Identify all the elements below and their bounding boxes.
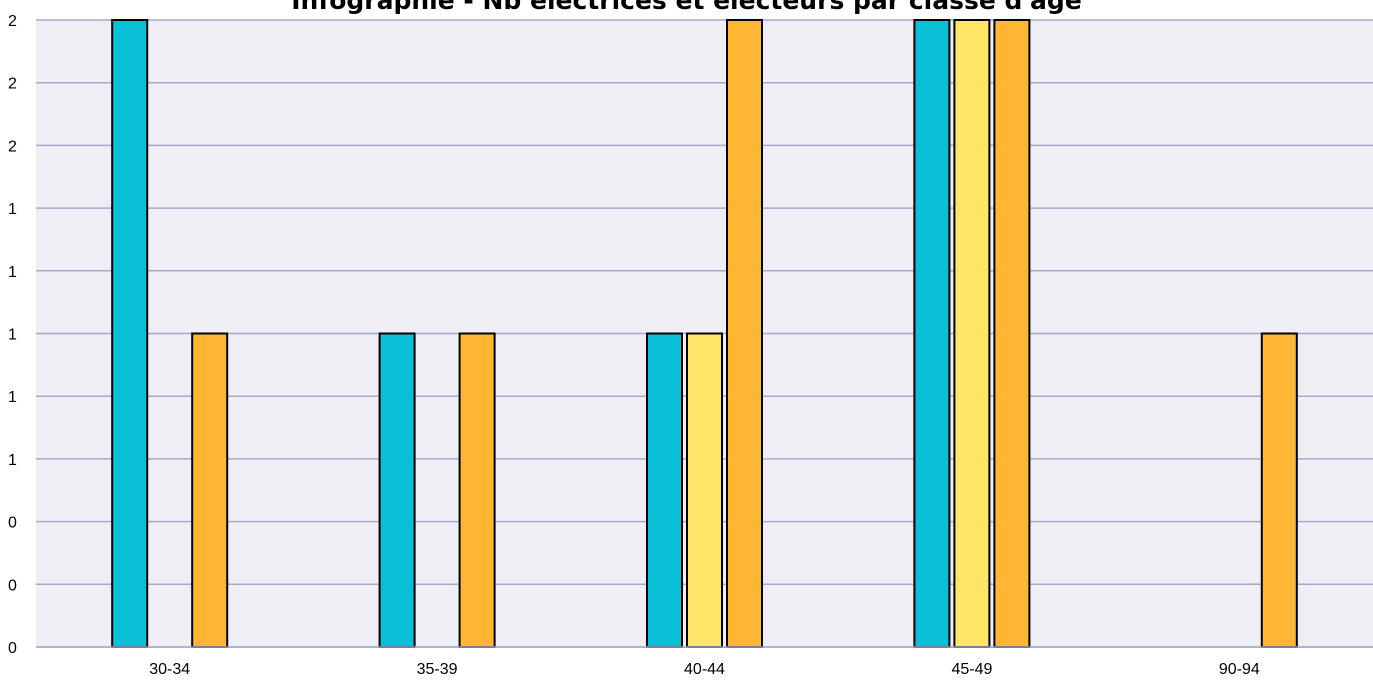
bar-35-39-s1 (378, 332, 416, 648)
y-tick-label: 2 (8, 76, 17, 93)
bar-30-34-s1 (111, 19, 149, 648)
x-tick-label: 30-34 (149, 661, 190, 678)
y-tick-label: 0 (8, 515, 17, 532)
chart-title: Infographie - Nb électrices et électeurs… (291, 0, 1082, 15)
bar-35-39-s3 (458, 332, 496, 648)
x-tick-label: 90-94 (1219, 661, 1260, 678)
x-tick-label: 45-49 (951, 661, 992, 678)
y-tick-label: 1 (8, 264, 17, 281)
y-tick-label: 2 (8, 13, 17, 30)
y-tick-label: 0 (8, 640, 17, 657)
y-tick-label: 2 (8, 138, 17, 155)
y-tick-label: 0 (8, 577, 17, 594)
bar-30-34-s3 (191, 332, 229, 648)
bar-40-44-s1 (646, 332, 683, 648)
y-tick-label: 1 (8, 389, 17, 406)
x-tick-label: 40-44 (684, 661, 725, 678)
bar-40-44-s3 (726, 19, 763, 648)
y-tick-label: 1 (8, 201, 17, 218)
y-tick-label: 1 (8, 327, 17, 344)
bar-40-44-s2 (686, 332, 723, 648)
bar-90-94-s3 (1260, 332, 1298, 648)
bar-45-49-s2 (953, 19, 991, 648)
x-tick-label: 35-39 (417, 661, 458, 678)
bar-45-49-s3 (993, 19, 1031, 648)
bar-45-49-s1 (913, 19, 951, 648)
y-tick-label: 1 (8, 452, 17, 469)
